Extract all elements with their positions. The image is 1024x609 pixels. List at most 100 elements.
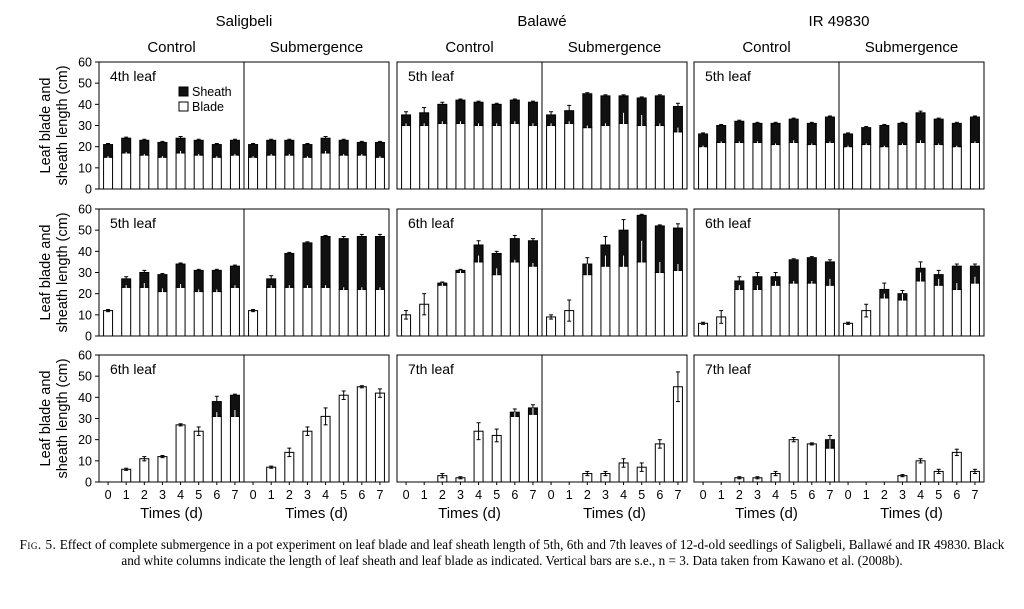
bar-blade: [546, 316, 557, 337]
bar-blade: [770, 144, 781, 190]
treatment-label: Submergence: [865, 39, 958, 56]
bar-sheath: [734, 120, 745, 143]
bar-blade: [915, 460, 926, 483]
bar-blade: [509, 415, 520, 483]
bar-sheath: [879, 125, 890, 148]
caption-text: Effect of complete submergence in a pot …: [59, 537, 1005, 568]
bar-blade: [302, 286, 313, 337]
x-tick-label: 3: [602, 488, 609, 502]
x-tick-label: 7: [231, 488, 238, 502]
bar-blade: [491, 434, 502, 483]
bar-blade: [527, 413, 538, 483]
x-tick-label: 7: [826, 488, 833, 502]
treatment-label: Control: [147, 39, 195, 56]
bar-blade: [139, 154, 150, 190]
bar-sheath: [175, 263, 186, 288]
variety-title: Balawé: [517, 13, 566, 30]
bar-blade: [356, 386, 367, 483]
x-tick-label: 6: [953, 488, 960, 502]
y-axis-label: sheath length (cm): [55, 212, 71, 332]
x-tick-label: 6: [213, 488, 220, 502]
x-tick-label: 1: [421, 488, 428, 502]
bar-sheath: [509, 238, 520, 263]
bar-blade: [175, 152, 186, 190]
bar-sheath: [806, 257, 817, 284]
bar-sheath: [788, 259, 799, 284]
x-axis-label: Times (d): [140, 505, 203, 522]
bar-blade: [951, 146, 962, 190]
bar-blade: [121, 152, 132, 190]
bar-blade: [509, 122, 520, 190]
bar-blade: [879, 297, 890, 337]
x-tick-label: 7: [674, 488, 681, 502]
y-tick-label: 10: [78, 308, 92, 322]
bar-blade: [266, 466, 277, 483]
y-tick-label: 0: [85, 476, 92, 490]
x-tick-label: 0: [403, 488, 410, 502]
bar-blade: [788, 439, 799, 483]
bar-sheath: [437, 103, 448, 124]
bar-blade: [157, 291, 168, 337]
bar-blade: [229, 154, 240, 190]
y-axis-label: Leaf blade and: [38, 225, 54, 321]
leaf-label: 5th leaf: [705, 68, 751, 84]
x-tick-label: 7: [971, 488, 978, 502]
bar-sheath: [716, 125, 727, 143]
bar-sheath: [284, 252, 295, 288]
bar-blade: [356, 154, 367, 190]
y-tick-label: 30: [78, 266, 92, 280]
bar-sheath: [302, 242, 313, 288]
x-tick-label: 3: [899, 488, 906, 502]
x-axis-label: Times (d): [735, 505, 798, 522]
bar-blade: [879, 146, 890, 190]
bar-blade: [491, 125, 502, 190]
bar-blade: [806, 282, 817, 337]
x-axis-label: Times (d): [583, 505, 646, 522]
bar-blade: [527, 265, 538, 337]
bar-blade: [320, 286, 331, 337]
bar-sheath: [175, 137, 186, 154]
variety-title: IR 49830: [809, 13, 870, 30]
bar-blade: [121, 468, 132, 483]
bar-blade: [527, 125, 538, 190]
legend-label-blade: Blade: [192, 100, 224, 114]
bar-blade: [229, 415, 240, 483]
leaf-label: 4th leaf: [110, 68, 156, 84]
bar-blade: [473, 261, 484, 337]
bar-blade: [752, 141, 763, 190]
bar-sheath: [157, 141, 168, 158]
y-tick-label: 40: [78, 391, 92, 405]
bar-sheath: [103, 144, 114, 158]
bar-sheath: [229, 265, 240, 288]
bar-sheath: [455, 99, 466, 124]
bar-sheath: [284, 139, 295, 156]
bar-sheath: [193, 269, 204, 293]
x-tick-label: 1: [863, 488, 870, 502]
bar-blade: [338, 394, 349, 483]
bar-blade: [419, 125, 430, 190]
x-tick-label: 5: [638, 488, 645, 502]
bar-sheath: [193, 139, 204, 156]
y-tick-label: 20: [78, 140, 92, 154]
bar-sheath: [582, 93, 593, 129]
bar-sheath: [229, 139, 240, 156]
bar-blade: [320, 152, 331, 190]
bar-sheath: [320, 137, 331, 154]
x-tick-label: 0: [845, 488, 852, 502]
bar-blade: [734, 141, 745, 190]
bar-blade: [320, 415, 331, 483]
bar-blade: [193, 291, 204, 337]
bar-sheath: [752, 122, 763, 143]
bar-blade: [121, 286, 132, 337]
bar-blade: [951, 288, 962, 337]
y-axis-label: sheath length (cm): [55, 65, 71, 185]
bar-blade: [473, 125, 484, 190]
bar-blade: [193, 430, 204, 483]
figure-label: Fig. 5.: [19, 537, 57, 552]
y-tick-label: 40: [78, 245, 92, 259]
x-axis-label: Times (d): [880, 505, 943, 522]
bar-blade: [546, 125, 557, 190]
bar-blade: [437, 122, 448, 190]
bar-sheath: [788, 118, 799, 143]
bar-blade: [969, 141, 980, 190]
